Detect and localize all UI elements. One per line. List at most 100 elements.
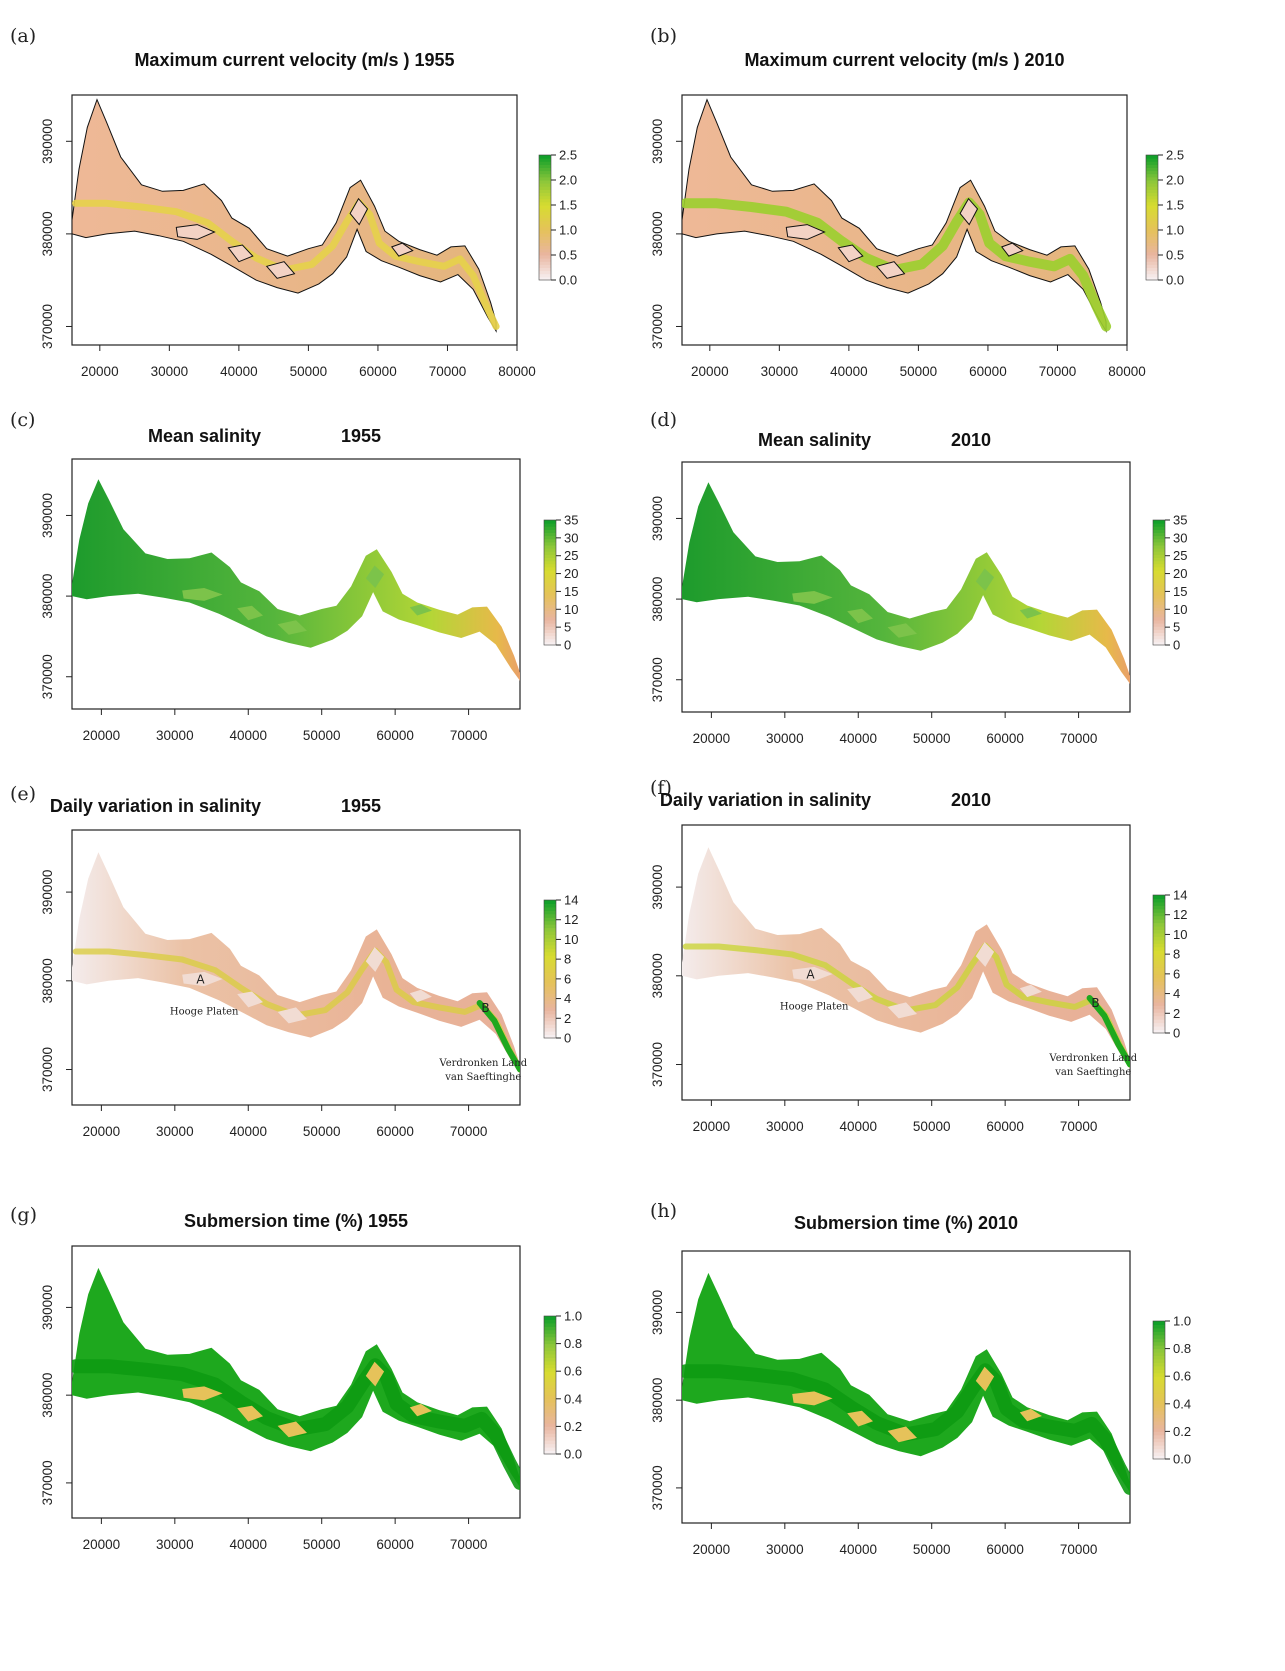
- intertidal-flat: [847, 986, 873, 1003]
- colorbar-segment: [1153, 1334, 1165, 1339]
- intertidal-flat: [792, 966, 833, 982]
- x-tick-label: 70000: [1060, 731, 1098, 746]
- y-tick-label: 390000: [40, 870, 55, 915]
- intertidal-flat: [837, 244, 864, 263]
- x-tick-label: 40000: [830, 364, 868, 379]
- colorbar-segment: [539, 239, 551, 243]
- colorbar-segment: [539, 180, 551, 184]
- intertidal-flat: [365, 565, 385, 588]
- colorbar-segment: [1153, 929, 1165, 934]
- chart-svg-h: (h) Submersion time (%) 2010 20000 30000 400…: [650, 1200, 1191, 1557]
- chart-svg-a: (a) Maximum current velocity (m/s ) 1955 2…: [10, 25, 577, 379]
- colorbar-tick-label: 6: [1173, 966, 1180, 981]
- chart-title: Maximum current velocity (m/s ) 1955: [134, 50, 454, 70]
- y-tick-label: 380000: [40, 958, 55, 1003]
- y-tick-label: 390000: [40, 1285, 55, 1330]
- colorbar-segment: [1146, 245, 1158, 250]
- colorbar-segment: [1153, 1026, 1165, 1031]
- intertidal-flat: [959, 197, 979, 226]
- map-layer: [682, 1272, 1130, 1495]
- colorbar-segment: [1153, 1338, 1165, 1343]
- map-annotation: B: [481, 1001, 489, 1015]
- colorbar-segment: [544, 993, 556, 998]
- colorbar-frame: [543, 1315, 557, 1455]
- colorbar-segment: [1146, 264, 1158, 268]
- colorbar-segment: [544, 920, 556, 925]
- colorbar-segment: [1153, 635, 1165, 640]
- x-tick-label: 40000: [220, 364, 258, 379]
- colorbar-segment: [544, 958, 556, 963]
- colorbar-segment: [544, 1353, 556, 1358]
- colorbar-segment: [1146, 183, 1158, 187]
- colorbar-segment: [1146, 258, 1158, 262]
- x-tick-label: 30000: [766, 1119, 804, 1134]
- map-layer: [72, 479, 520, 681]
- colorbar-segment: [544, 1034, 556, 1039]
- colorbar-segment: [544, 620, 556, 624]
- panel-label: (d): [650, 409, 677, 431]
- colorbar-segment: [544, 982, 556, 987]
- colorbar-segment: [544, 969, 556, 973]
- intertidal-flat: [390, 242, 414, 257]
- colorbar-segment: [1153, 538, 1165, 543]
- colorbar-segment: [544, 607, 556, 612]
- colorbar-tick-label: 8: [1173, 947, 1180, 962]
- chart-svg-c: (c) Mean salinity 1955 20000 30000 40000 50000…: [10, 409, 578, 743]
- colorbar-frame: [543, 519, 557, 646]
- colorbar-tick-label: 2.5: [1166, 148, 1184, 163]
- colorbar-tick-label: 1.0: [1173, 1314, 1191, 1329]
- x-tick-label: 70000: [429, 364, 467, 379]
- colorbar-segment: [544, 548, 556, 552]
- colorbar-segment: [544, 576, 556, 580]
- intertidal-flat: [887, 1002, 917, 1019]
- colorbar-segment: [1146, 164, 1158, 168]
- y-tick-label: 390000: [650, 119, 665, 164]
- colorbar-segment: [544, 554, 556, 558]
- colorbar-segment: [1146, 170, 1158, 175]
- x-tick-label: 40000: [839, 1542, 877, 1557]
- colorbar-tick-label: 1.0: [559, 223, 577, 238]
- colorbar-tick-label: 30: [1173, 530, 1187, 545]
- colorbar-segment: [1153, 974, 1165, 979]
- colorbar-segment: [544, 986, 556, 991]
- colorbar-segment: [544, 1024, 556, 1029]
- estuary-body: [682, 847, 1130, 1069]
- intertidal-flat: [975, 1366, 995, 1392]
- colorbar-segment: [1153, 1455, 1165, 1460]
- colorbar-segment: [544, 560, 556, 565]
- colorbar-segment: [544, 906, 556, 911]
- x-tick-label: 60000: [376, 1124, 414, 1139]
- colorbar-tick-label: 0.0: [559, 273, 577, 288]
- colorbar-segment: [1153, 532, 1165, 537]
- estuary-body: [72, 479, 520, 681]
- colorbar-segment: [539, 276, 551, 281]
- y-tick-label: 370000: [40, 1460, 55, 1505]
- y-tick-label: 370000: [650, 1042, 665, 1087]
- intertidal-flat: [227, 244, 254, 263]
- colorbar-tick-label: 14: [1173, 888, 1187, 903]
- colorbar-segment: [1153, 932, 1165, 937]
- colorbar-segment: [539, 158, 551, 162]
- colorbar-segment: [544, 1003, 556, 1008]
- chart-title-year: 1955: [341, 796, 381, 816]
- colorbar-segment: [1153, 1005, 1165, 1010]
- colorbar-segment: [544, 551, 556, 555]
- chart-title-variable: Daily variation in salinity: [660, 790, 871, 810]
- colorbar-tick-label: 5: [564, 620, 571, 635]
- main-channel: [72, 1358, 520, 1490]
- intertidal-flat: [277, 1421, 307, 1438]
- y-tick-label: 380000: [40, 574, 55, 619]
- colorbar-segment: [544, 1429, 556, 1434]
- map-annotation: Hooge Platen: [170, 1007, 239, 1018]
- colorbar-segment: [544, 913, 556, 918]
- colorbar-frame: [1152, 519, 1166, 646]
- colorbar-tick-label: 1.0: [1166, 223, 1184, 238]
- colorbar-segment: [1146, 205, 1158, 209]
- x-tick-label: 30000: [761, 364, 799, 379]
- colorbar-segment: [1153, 520, 1165, 524]
- colorbar-segment: [544, 1010, 556, 1015]
- colorbar-segment: [1153, 1341, 1165, 1346]
- colorbar-segment: [1153, 641, 1165, 646]
- chart-title-variable: Mean salinity: [148, 426, 261, 446]
- panel-c: (c) Mean salinity 1955 20000 30000 40000 50000…: [0, 392, 640, 809]
